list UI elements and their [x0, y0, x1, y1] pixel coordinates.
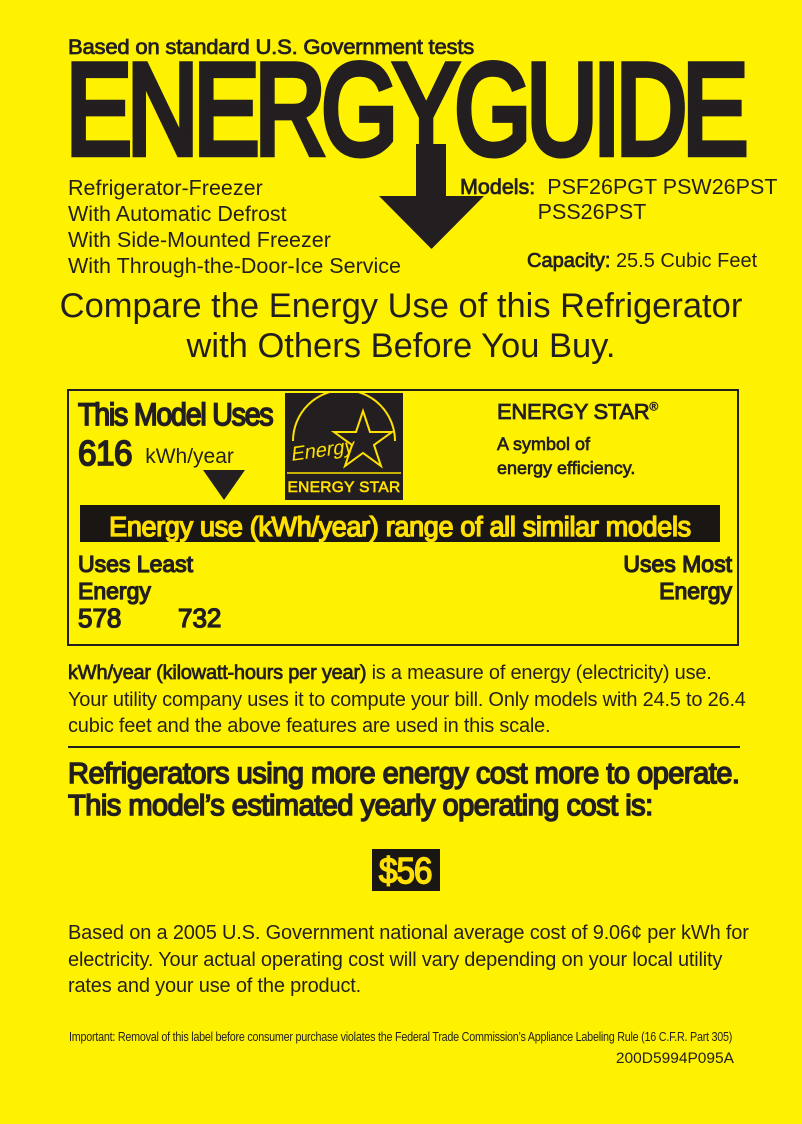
- svg-text:ENERGY STAR: ENERGY STAR: [288, 479, 401, 496]
